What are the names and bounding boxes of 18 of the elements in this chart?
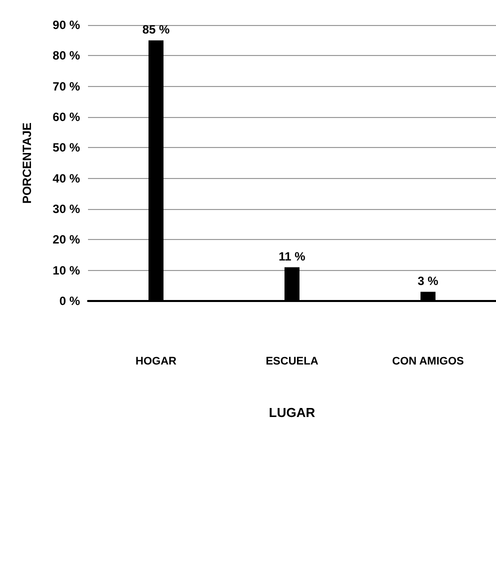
y-tick-label: 30 % (52, 202, 80, 216)
y-tick-label: 80 % (52, 48, 80, 63)
y-axis-title: PORCENTAJE (20, 122, 34, 204)
y-tick-label: 70 % (52, 79, 80, 94)
y-tick-label: 20 % (52, 232, 80, 247)
data-label: 3 % (418, 274, 439, 288)
y-tick-label: 90 % (52, 18, 80, 32)
data-label: 85 % (142, 22, 170, 36)
y-tick-label: 50 % (52, 140, 80, 155)
y-tick-label: 0 % (59, 294, 80, 308)
x-tick-label: HOGAR (136, 356, 177, 368)
x-tick-label: CON AMIGOS (392, 356, 464, 368)
x-tick-label: ESCUELA (266, 356, 318, 368)
y-tick-label: 40 % (52, 171, 80, 186)
y-tick-label: 10 % (52, 263, 80, 278)
x-axis-title: LUGAR (268, 405, 316, 420)
data-label: 11 % (278, 249, 306, 264)
y-tick-label: 60 % (52, 110, 80, 124)
